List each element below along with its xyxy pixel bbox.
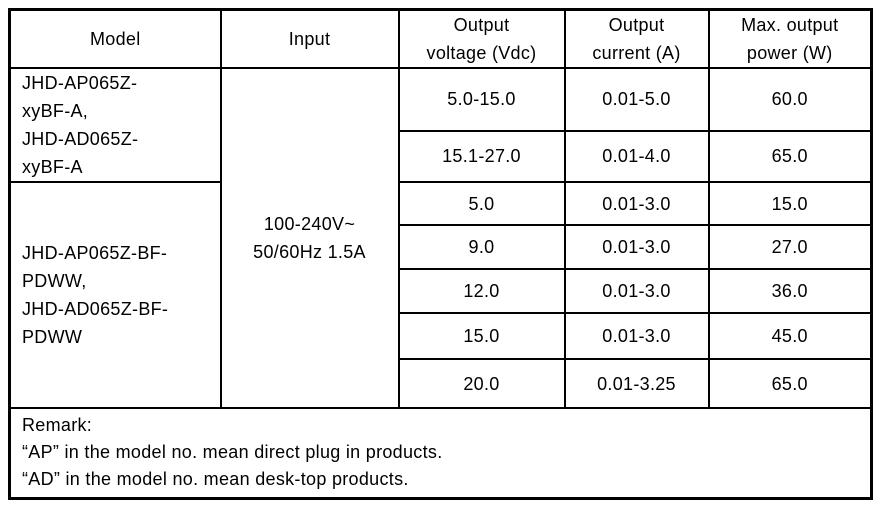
model-group-1-cell: JHD-AP065Z- xyBF-A, JHD-AD065Z- xyBF-A bbox=[8, 67, 222, 183]
table-row: JHD-AP065Z-BF- PDWW, JHD-AD065Z-BF- PDWW… bbox=[8, 181, 873, 409]
power-cell: 45.0 bbox=[707, 312, 873, 360]
table-row: 15.1-27.0 0.01-4.0 65.0 bbox=[10, 129, 873, 184]
table-remark-row: Remark: “AP” in the model no. mean direc… bbox=[8, 407, 873, 500]
header-input: Input bbox=[219, 8, 400, 69]
voltage-cell: 15.0 bbox=[397, 312, 566, 360]
model-group-2-cell: JHD-AP065Z-BF- PDWW, JHD-AD065Z-BF- PDWW bbox=[8, 181, 222, 409]
table-row: 20.0 0.01-3.25 65.0 bbox=[10, 358, 873, 409]
input-cell: 100-240V~ 50/60Hz 1.5A bbox=[219, 67, 400, 409]
power-cell: 27.0 bbox=[707, 224, 873, 270]
header-model: Model bbox=[8, 8, 222, 69]
voltage-cell: 9.0 bbox=[397, 224, 566, 270]
power-cell: 60.0 bbox=[707, 67, 873, 132]
current-cell: 0.01-3.25 bbox=[563, 358, 710, 409]
header-output-voltage: Output voltage (Vdc) bbox=[397, 8, 566, 69]
voltage-cell: 12.0 bbox=[397, 268, 566, 314]
power-cell: 15.0 bbox=[707, 181, 873, 226]
current-cell: 0.01-3.0 bbox=[563, 312, 710, 360]
power-cell: 65.0 bbox=[707, 358, 873, 409]
table-row: JHD-AP065Z- xyBF-A, JHD-AD065Z- xyBF-A 1… bbox=[8, 67, 873, 409]
current-cell: 0.01-3.0 bbox=[563, 224, 710, 270]
current-cell: 0.01-5.0 bbox=[563, 67, 710, 132]
table-row: 15.0 0.01-3.0 45.0 bbox=[10, 312, 873, 360]
header-max-output-power: Max. output power (W) bbox=[707, 8, 873, 69]
table-row: 12.0 0.01-3.0 36.0 bbox=[10, 268, 873, 314]
current-cell: 0.01-3.0 bbox=[563, 181, 710, 226]
table-header-row: Model Input Output voltage (Vdc) Output … bbox=[8, 8, 873, 69]
voltage-cell: 5.0 bbox=[397, 181, 566, 226]
current-cell: 0.01-4.0 bbox=[563, 129, 710, 184]
current-cell: 0.01-3.0 bbox=[563, 268, 710, 314]
power-spec-table: Model Input Output voltage (Vdc) Output … bbox=[8, 8, 873, 500]
header-output-current: Output current (A) bbox=[563, 8, 710, 69]
voltage-cell: 20.0 bbox=[397, 358, 566, 409]
voltage-cell: 15.1-27.0 bbox=[397, 129, 566, 184]
table-row: 9.0 0.01-3.0 27.0 bbox=[10, 224, 873, 270]
voltage-cell: 5.0-15.0 bbox=[397, 67, 566, 132]
power-cell: 65.0 bbox=[707, 129, 873, 184]
power-cell: 36.0 bbox=[707, 268, 873, 314]
remark-cell: Remark: “AP” in the model no. mean direc… bbox=[8, 407, 873, 500]
